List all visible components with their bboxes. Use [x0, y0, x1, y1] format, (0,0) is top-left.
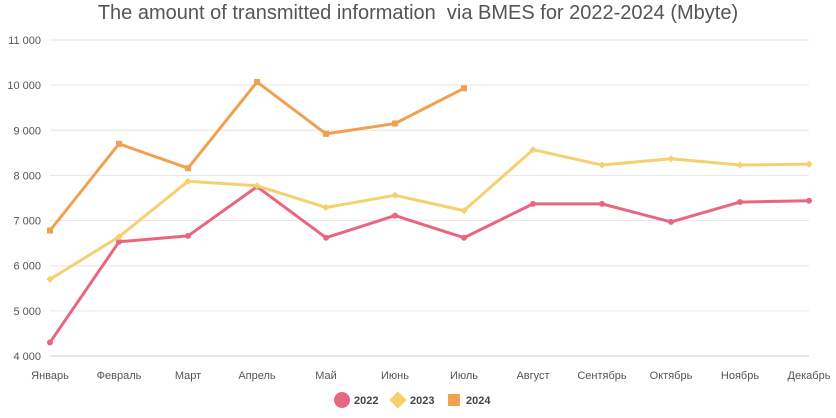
y-tick-label: 4 000: [13, 351, 41, 363]
series-line: [48, 148, 811, 281]
legend-marker[interactable]: [389, 391, 407, 409]
legend-label: 2023: [410, 395, 434, 407]
data-point[interactable]: [460, 207, 468, 215]
x-tick-label: Июль: [450, 370, 478, 382]
data-point[interactable]: [529, 146, 537, 154]
x-tick-label: Июнь: [381, 370, 409, 382]
x-tick-label: Февраль: [97, 370, 142, 382]
data-point[interactable]: [598, 161, 606, 169]
x-tick-label: Декабрь: [788, 370, 831, 382]
data-point[interactable]: [116, 140, 122, 147]
data-point[interactable]: [805, 160, 813, 168]
grid-lines: [50, 39, 809, 357]
data-point[interactable]: [47, 227, 53, 234]
data-point[interactable]: [115, 233, 123, 241]
data-point[interactable]: [116, 238, 122, 245]
data-point[interactable]: [391, 191, 399, 199]
legend-label: 2024: [466, 395, 491, 407]
data-point[interactable]: [392, 120, 398, 127]
data-point[interactable]: [323, 234, 329, 241]
legend-item-2024[interactable]: 2024: [448, 394, 491, 407]
legend-item-2022[interactable]: 2022: [334, 392, 378, 408]
data-point[interactable]: [392, 212, 398, 219]
series-line: [48, 80, 466, 233]
data-point[interactable]: [322, 203, 330, 212]
legend-label: 2022: [354, 395, 378, 407]
y-tick-label: 10 000: [7, 80, 41, 92]
data-point[interactable]: [737, 199, 743, 206]
x-tick-label: Ноябрь: [721, 370, 759, 382]
legend-item-2023[interactable]: 2023: [389, 391, 434, 409]
x-tick-label: Апрель: [238, 370, 276, 382]
y-tick-label: 11 000: [8, 35, 41, 47]
y-tick-label: 8 000: [13, 170, 41, 182]
data-point[interactable]: [461, 234, 467, 241]
legend[interactable]: 2022 2023 2024: [334, 391, 491, 409]
y-tick-label: 5 000: [13, 306, 41, 318]
data-point[interactable]: [806, 197, 812, 204]
chart-title: The amount of transmitted information vi…: [97, 2, 739, 24]
x-tick-label: Январь: [31, 370, 69, 382]
data-point[interactable]: [185, 232, 191, 239]
y-tick-label: 9 000: [13, 125, 41, 137]
data-point[interactable]: [461, 85, 467, 92]
x-tick-label: Август: [516, 370, 549, 382]
data-point[interactable]: [599, 200, 605, 207]
x-tick-label: Сентябрь: [577, 370, 627, 382]
series-2023: [46, 146, 813, 283]
series-line: [48, 185, 811, 344]
data-point[interactable]: [530, 200, 536, 207]
data-point[interactable]: [254, 78, 260, 85]
series-2024: [47, 78, 467, 234]
data-point[interactable]: [253, 182, 261, 190]
x-tick-label: Март: [175, 370, 201, 382]
data-point[interactable]: [47, 339, 53, 346]
series-2022: [47, 183, 812, 346]
y-tick-label: 6 000: [13, 261, 41, 273]
y-tick-label: 7 000: [13, 216, 41, 228]
x-tick-label: Май: [315, 370, 337, 382]
y-axis: 4 000 5 000 6 000 7 000 8 000 9 000 10 000 11 0…: [7, 35, 41, 363]
x-axis: Январь Февраль Март Апрель Май Июнь Июль Август…: [31, 355, 831, 382]
data-point[interactable]: [46, 275, 54, 283]
x-tick-label: Октябрь: [650, 370, 693, 382]
data-point[interactable]: [323, 130, 329, 137]
data-point[interactable]: [185, 165, 191, 172]
legend-marker[interactable]: [334, 392, 350, 408]
data-point[interactable]: [184, 177, 192, 185]
data-point[interactable]: [667, 155, 675, 163]
data-point[interactable]: [668, 218, 674, 225]
series-group: [46, 78, 813, 346]
data-point[interactable]: [736, 161, 744, 169]
legend-marker[interactable]: [448, 394, 460, 406]
